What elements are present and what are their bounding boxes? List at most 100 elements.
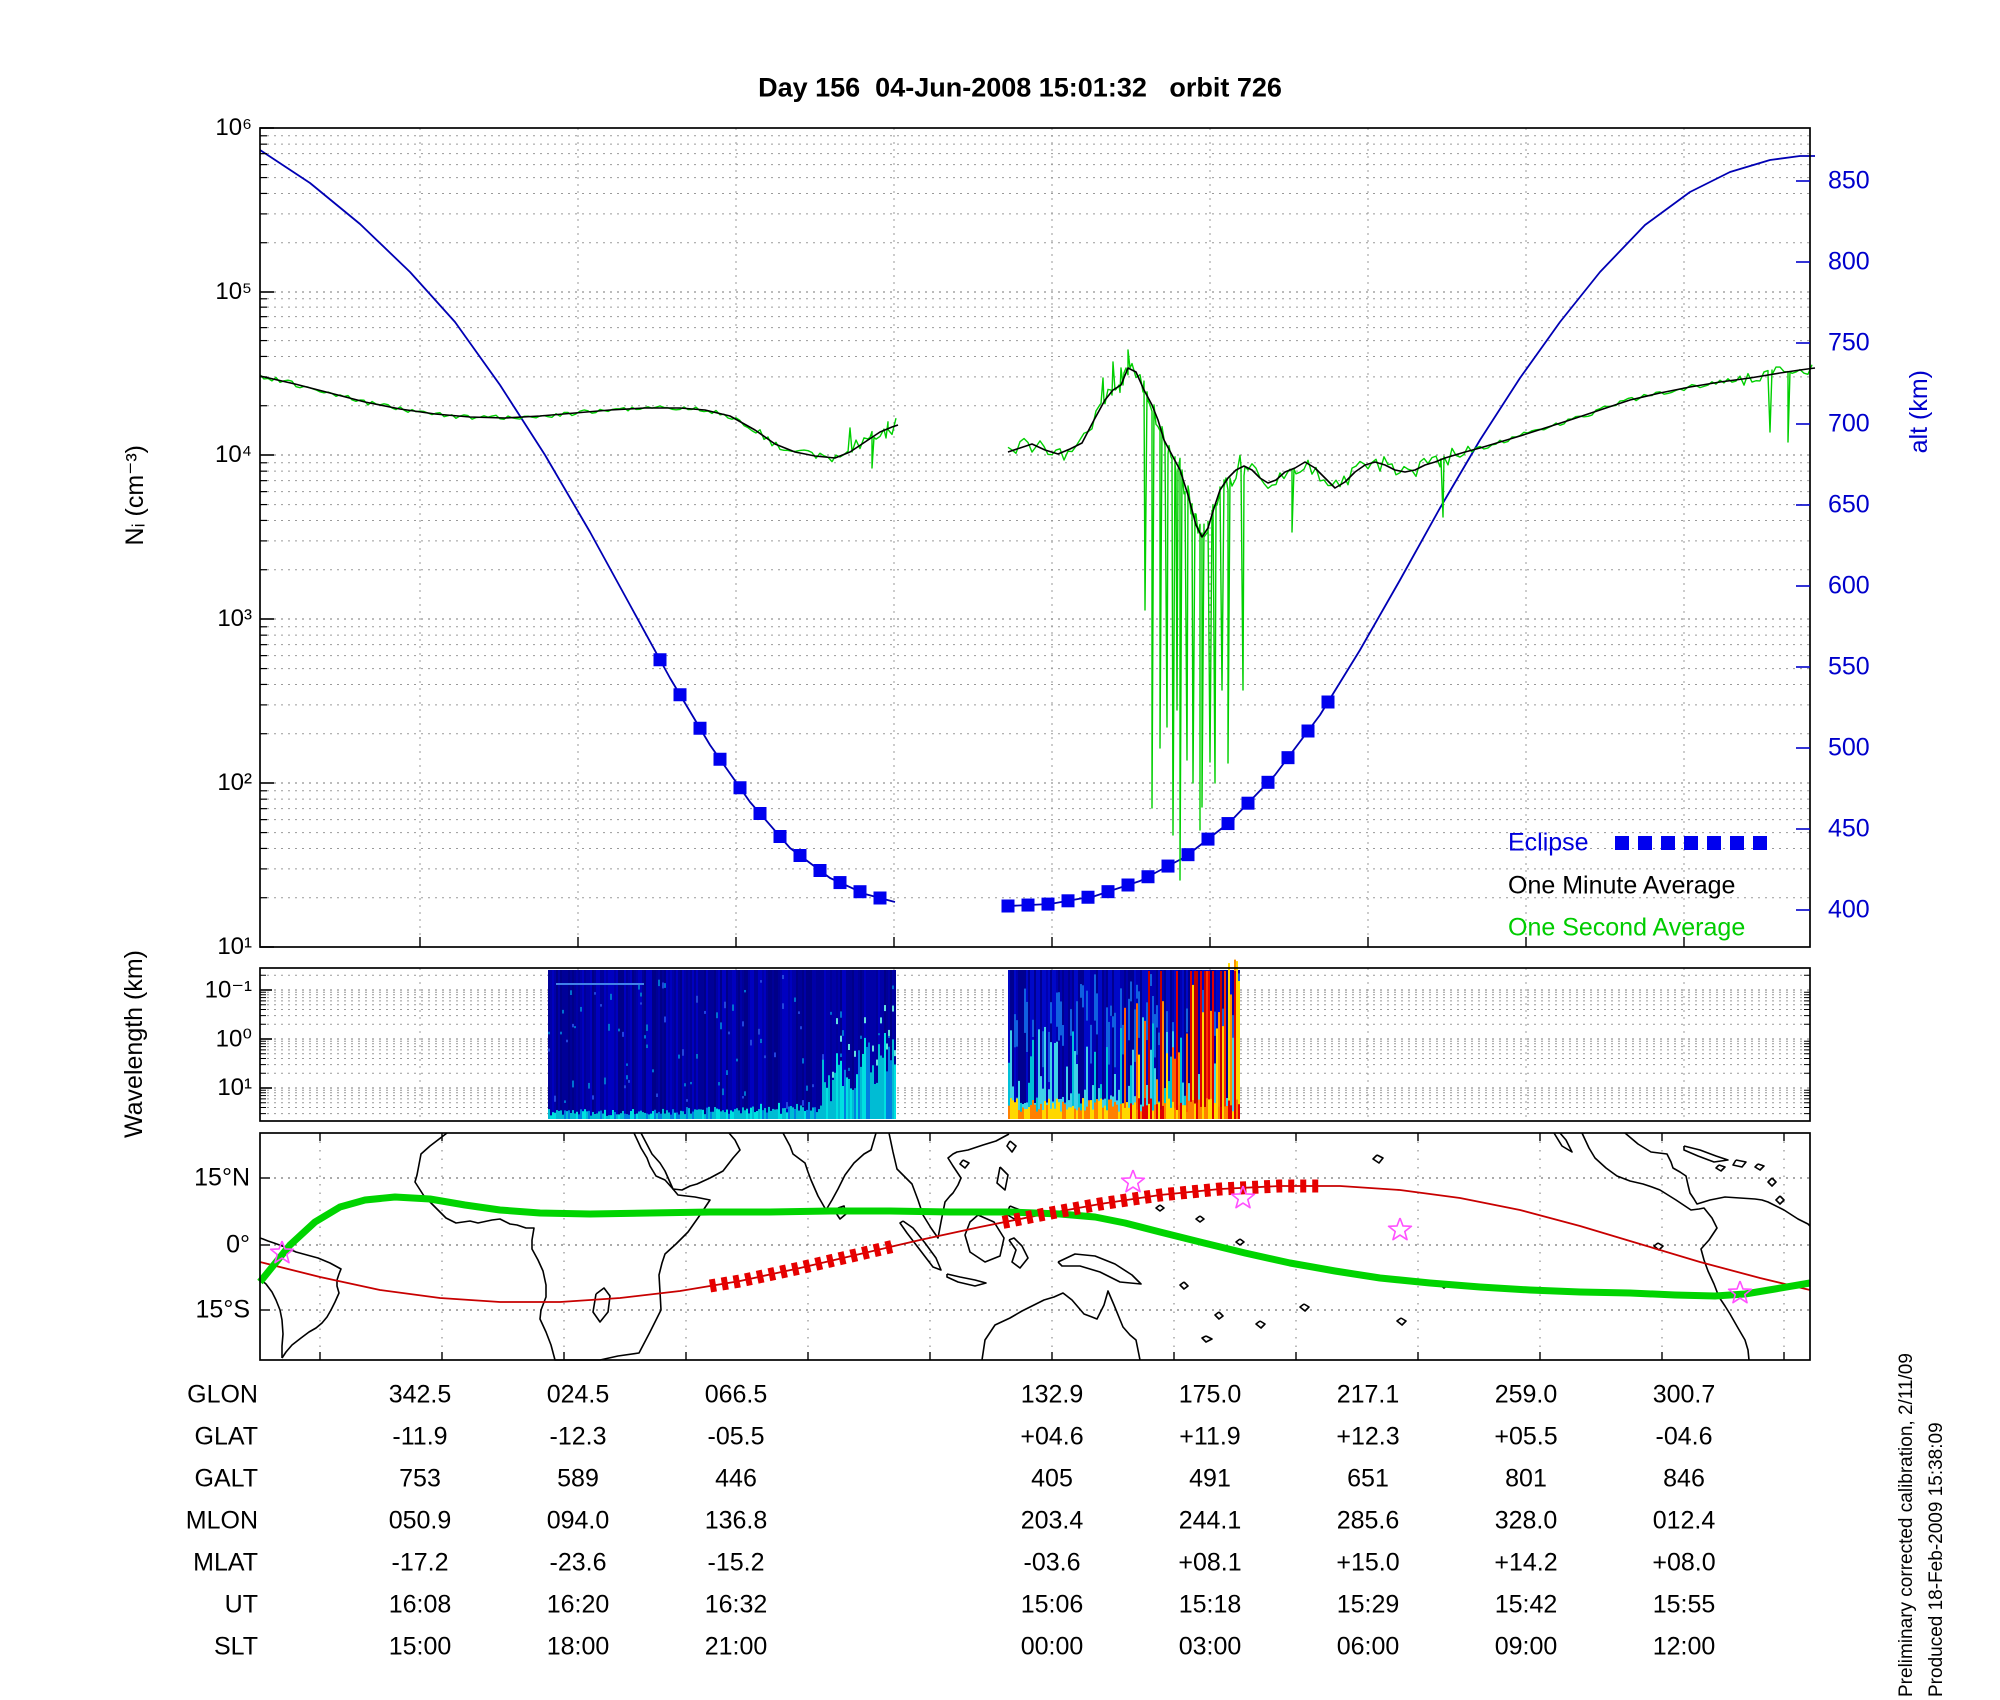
coastline (959, 1159, 970, 1169)
spectrogram-warm-band (1170, 1107, 1172, 1119)
spectrogram-fringe (696, 1109, 698, 1119)
spectrogram-warm-band (1108, 1099, 1110, 1119)
y-tick-label-density: 10³ (217, 605, 252, 632)
spectrogram-haze (1058, 992, 1060, 1041)
spectrogram-warm-band (1092, 1109, 1094, 1119)
spectrogram-speckle (696, 1054, 698, 1059)
spectrogram-speckle (686, 1099, 688, 1102)
coastline (414, 1132, 711, 1361)
eclipse-track-red-dashes (707, 1239, 897, 1293)
coastline (1179, 1281, 1189, 1290)
spectrogram-speckle (624, 1085, 626, 1089)
spectrogram-column (636, 970, 638, 1119)
spectrogram-warm-band (1084, 1110, 1086, 1119)
spectrogram-haze (1150, 974, 1152, 986)
spectrogram-column (674, 970, 676, 1119)
spectrogram-fringe (610, 1115, 612, 1119)
spectrogram-fringe (678, 1114, 680, 1119)
spectrogram-column (632, 970, 634, 1119)
spectrogram-red-column (1196, 971, 1198, 1118)
spectrogram-warm-band (1136, 1109, 1138, 1119)
spectrogram-column (1104, 970, 1106, 1119)
table-cell: 342.5 (388, 1380, 452, 1409)
table-cell: 094.0 (546, 1506, 610, 1535)
coastline (1754, 1163, 1765, 1171)
y-axis-label-altitude: alt (km) (1905, 370, 1933, 454)
spectrogram-column (640, 970, 642, 1119)
spectrogram-warm-band (1236, 1099, 1238, 1119)
spectrogram-fringe (576, 1111, 578, 1119)
spectrogram-speckle (806, 1085, 808, 1091)
y-tick-label-density: 10⁴ (214, 441, 252, 468)
spectrogram-column (704, 970, 706, 1119)
spectrogram-warm (1218, 1012, 1220, 1119)
coastline (1732, 1159, 1747, 1168)
spectrogram-column (874, 970, 876, 1119)
table-cell: 00:00 (1020, 1632, 1084, 1661)
spectrogram-speckle (822, 1054, 824, 1061)
spectrogram-warm-band (1016, 1098, 1018, 1119)
spectrogram-warm-band (1190, 1101, 1192, 1119)
table-cell: 801 (1505, 1464, 1547, 1493)
spectrogram-column (1008, 970, 1010, 1119)
eclipse-marker (853, 885, 867, 899)
spectrogram-column (1182, 970, 1184, 1119)
spectrogram-column (686, 970, 688, 1119)
spectrogram-haze (1134, 1009, 1136, 1062)
spectrogram-column (616, 970, 618, 1119)
spectrogram-column (1078, 970, 1080, 1119)
spectrogram-speckle (786, 1102, 788, 1109)
legend-one-second-label: One Second Average (1508, 913, 1746, 942)
spectrogram-haze (1122, 1024, 1124, 1055)
spectrogram-speckle (628, 1079, 630, 1083)
spectrogram-fringe (866, 1046, 868, 1119)
spectrogram-fringe (744, 1110, 746, 1119)
spectrogram-fringe (844, 1069, 846, 1119)
spectrogram-column (792, 970, 794, 1119)
spectrogram-fringe (620, 1113, 622, 1119)
spectrogram-cyan (1020, 1102, 1022, 1119)
spectrogram-warm-band (1208, 1099, 1210, 1119)
spectrogram-warm-band (1074, 1108, 1076, 1119)
eclipse-track-red-dashes (1000, 1179, 1322, 1229)
eclipse-marker (1141, 870, 1155, 884)
spectrogram-column (676, 970, 678, 1119)
spectrogram-haze (1024, 988, 1026, 1033)
spectrogram-fringe (878, 1044, 880, 1119)
spectrogram-cyan (1054, 1042, 1056, 1119)
spectrogram-speckle (562, 1009, 564, 1014)
spectrogram-fringe (748, 1113, 750, 1119)
eclipse-marker (1221, 817, 1235, 831)
spectrogram-fringe (732, 1111, 734, 1119)
spectrogram-warm-band (1186, 1111, 1188, 1119)
spectrogram-column (590, 970, 592, 1119)
spectrogram-fringe (630, 1110, 632, 1119)
spectrogram-warm-band (1126, 1102, 1128, 1119)
spectrogram-fringe (894, 1064, 896, 1119)
y-tick-label-density: 10⁵ (215, 278, 252, 305)
eclipse-marker (1301, 724, 1315, 738)
spectrogram-cyan (1028, 1082, 1030, 1119)
eclipse-marker (1101, 885, 1115, 899)
spectrogram-warm (1202, 1012, 1204, 1119)
spectrogram-column (1170, 970, 1172, 1119)
spectrogram-warm-band (1034, 1104, 1036, 1119)
coastline (1057, 1253, 1142, 1285)
spectrogram-fringe (822, 1059, 824, 1119)
spectrogram-column (760, 970, 762, 1119)
spectrogram-fringe (772, 1108, 774, 1119)
spectrogram-column (1110, 970, 1112, 1119)
spectrogram-haze (1016, 1020, 1018, 1047)
coastline (1775, 1195, 1785, 1205)
spectrogram-fringe (658, 1111, 660, 1119)
spectrogram-fringe (774, 1109, 776, 1119)
coastline (1255, 1320, 1266, 1329)
spectrogram-column (682, 970, 684, 1119)
y-tick-label-wavelength: 10⁰ (215, 1025, 252, 1053)
spectrogram-burst (832, 1071, 834, 1078)
spectrogram-speckle (638, 984, 640, 990)
spectrogram-column (680, 970, 682, 1119)
spectrogram-warm-band (1238, 1104, 1240, 1119)
coastline (1195, 1215, 1205, 1223)
coastline (1006, 1140, 1017, 1153)
